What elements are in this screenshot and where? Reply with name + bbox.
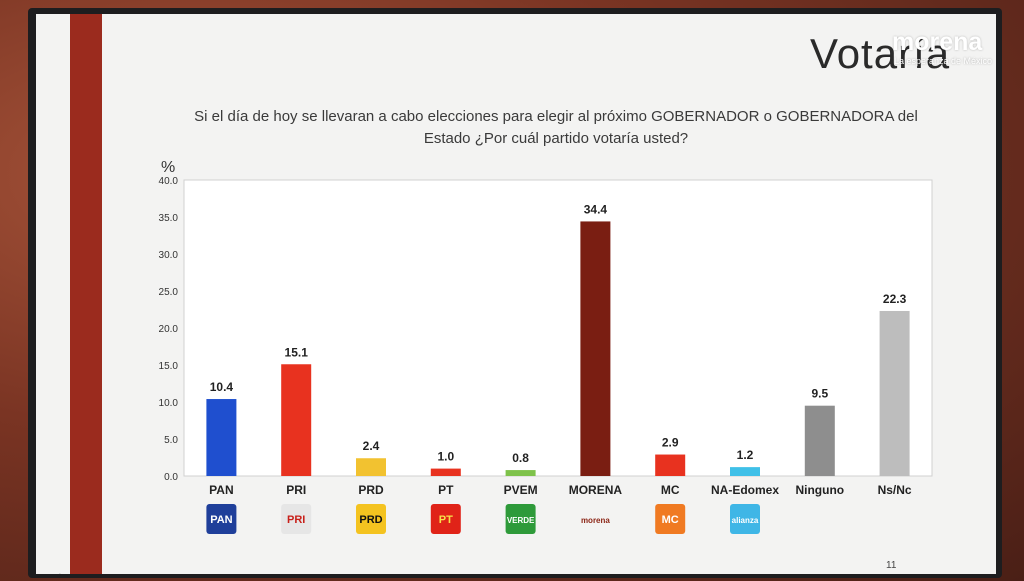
category-label: PRD [358, 483, 384, 497]
pan-logo-badge [206, 504, 237, 534]
category-label: PVEM [504, 483, 538, 497]
value-label: 1.2 [737, 448, 754, 462]
prd-logo-text: PRD [359, 514, 382, 526]
value-label: 15.1 [285, 345, 309, 359]
value-label: 0.8 [512, 451, 529, 465]
value-label: 2.4 [363, 439, 380, 453]
pri-logo-badge [281, 504, 312, 534]
bar-pan [206, 399, 237, 476]
bar-chart: % 0.0 5.0 10.0 15.0 20.0 25.0 30.0 35.0 40.0 10.… [159, 159, 933, 534]
pri-logo: PRI [281, 504, 312, 534]
value-label: 10.4 [210, 380, 234, 394]
survey-question: Si el día de hoy se llevaran a cabo elec… [194, 108, 918, 147]
pt-logo-badge [430, 504, 461, 534]
category-label: NA-Edomex [711, 483, 779, 497]
y-tick-label: 25.0 [159, 287, 179, 298]
prd-logo-badge [356, 504, 386, 534]
pvem-logo-text: VERDE [507, 516, 535, 525]
bar-pt [430, 468, 461, 476]
value-label: 9.5 [811, 387, 828, 401]
pt-logo-text: PT [439, 514, 453, 526]
morena-logo-text: morena [581, 516, 610, 525]
x-axis-labels: PAN PRI PRD PT PVEM MORENA MC NA-Edomex Ninguno N… [209, 483, 912, 497]
mc-logo: MC [655, 504, 686, 534]
na-logo-text: alianza [732, 516, 759, 525]
brand-tagline: La esperanza de México [894, 56, 993, 66]
bar-prd [356, 458, 386, 476]
category-label: Ninguno [795, 483, 844, 497]
bars [206, 221, 910, 476]
category-label: PRI [286, 483, 306, 497]
mc-logo-text: MC [662, 514, 679, 526]
morena-logo: morena [581, 516, 610, 525]
category-label: PAN [209, 483, 233, 497]
pvem-logo-badge [505, 504, 536, 534]
pt-logo: PT [430, 504, 461, 534]
category-label: MC [661, 483, 680, 497]
pan-logo-text: PAN [210, 514, 232, 526]
y-axis-ticks: 0.0 5.0 10.0 15.0 20.0 25.0 30.0 35.0 40.0 [159, 176, 179, 483]
pvem-logo: VERDE [505, 504, 536, 534]
prd-logo: PRD [356, 504, 386, 534]
category-label: MORENA [569, 483, 623, 497]
bar-pvem [505, 470, 536, 476]
y-tick-label: 15.0 [159, 361, 179, 372]
value-label: 2.9 [662, 436, 679, 450]
y-tick-label: 20.0 [159, 324, 179, 335]
y-tick-label: 5.0 [164, 435, 178, 446]
y-tick-label: 40.0 [159, 176, 179, 187]
bar-na-edomex [730, 467, 760, 476]
bar-ninguno [804, 405, 835, 476]
slide-title: Votaría [810, 30, 951, 77]
presentation-slide: Votaría morena La esperanza de México Si… [36, 14, 996, 574]
na-logo-badge [730, 504, 760, 534]
bar-mc [655, 454, 686, 476]
category-label: PT [438, 483, 454, 497]
brand-logo: morena [892, 28, 983, 56]
y-tick-label: 30.0 [159, 250, 179, 261]
bar-pri [281, 364, 312, 476]
y-tick-label: 35.0 [159, 213, 179, 224]
slide-toolbar[interactable]: ◀ ✎ ▶ [48, 572, 74, 574]
page-number: 11 [886, 560, 897, 571]
y-tick-label: 0.0 [164, 472, 178, 483]
y-axis-label: % [161, 159, 175, 176]
bar-morena [580, 221, 611, 476]
category-label: Ns/Nc [878, 483, 912, 497]
bar-ns-nc [879, 310, 910, 476]
mc-logo-badge [655, 504, 686, 534]
accent-stripe [70, 14, 102, 574]
value-labels: 10.4 15.1 2.4 1.0 0.8 34.4 2.9 1.2 9.5 22.3 [210, 202, 907, 465]
pri-logo-text: PRI [287, 514, 305, 526]
value-label: 22.3 [883, 292, 907, 306]
y-tick-label: 10.0 [159, 398, 179, 409]
value-label: 1.0 [437, 450, 454, 464]
pan-logo: PAN [206, 504, 237, 534]
value-label: 34.4 [584, 202, 608, 216]
na-logo: alianza [730, 504, 760, 534]
party-logos: PAN PRI PRD PT VERDE morena MC alianza [206, 504, 760, 534]
